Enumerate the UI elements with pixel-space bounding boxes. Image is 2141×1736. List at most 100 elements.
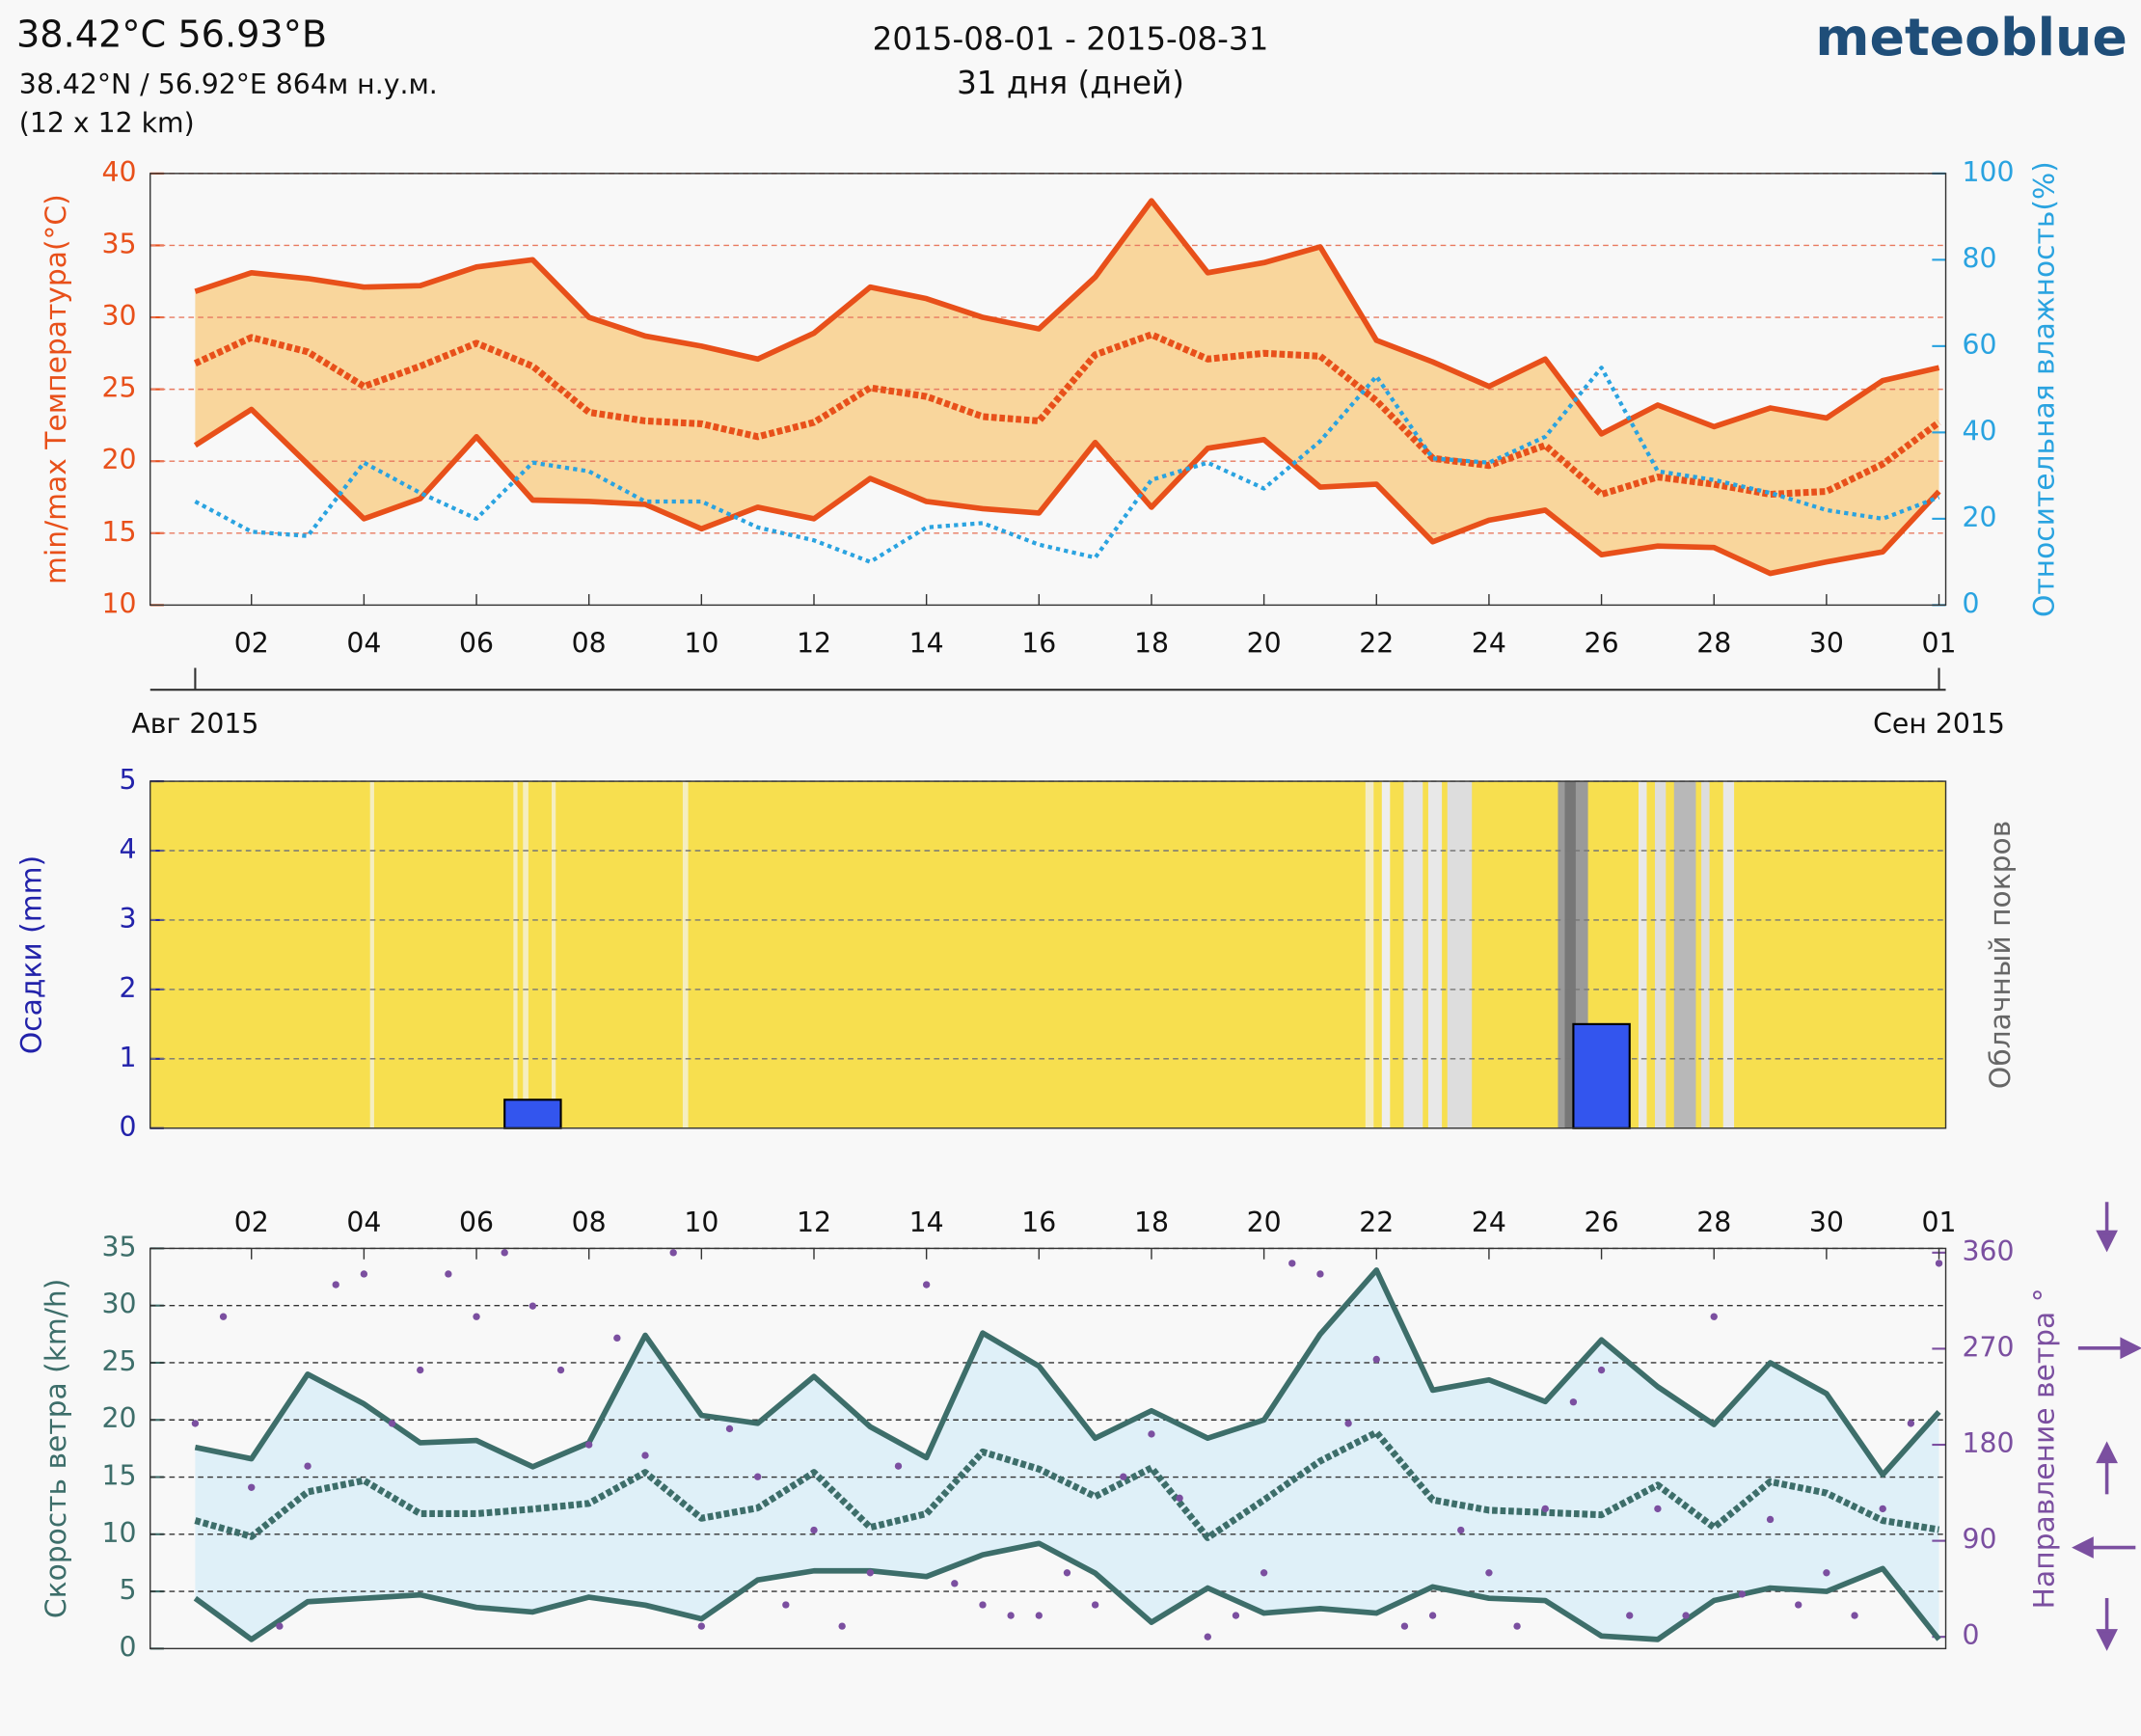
- direction-point: [1485, 1569, 1493, 1577]
- direction-point: [922, 1281, 931, 1288]
- y-tick-label: 20: [102, 444, 137, 475]
- y-tick-label: 30: [102, 300, 137, 332]
- direction-point: [1007, 1612, 1015, 1619]
- direction-point: [1795, 1601, 1802, 1609]
- y2-tick-label: 270: [1963, 1331, 2015, 1363]
- x-tick-label: 14: [909, 1207, 944, 1238]
- period: 2015-08-01 - 2015-08-31: [873, 20, 1269, 57]
- y-tick-label: 15: [102, 1460, 137, 1492]
- brand-logo: meteoblue: [1815, 7, 2127, 68]
- direction-point: [473, 1313, 480, 1320]
- y2-axis-title: Относительная влажность(%): [2027, 161, 2061, 617]
- days: 31 дня (дней): [957, 65, 1184, 101]
- x-tick-label: 01: [1922, 1207, 1957, 1238]
- series-line: [193, 406, 1941, 577]
- direction-point: [1907, 1420, 1915, 1427]
- x-tick-label: 16: [1021, 627, 1056, 659]
- series-line: [194, 1267, 1941, 1478]
- x-tick-label: 28: [1696, 1207, 1731, 1238]
- direction-point: [1626, 1612, 1634, 1619]
- direction-point: [219, 1313, 228, 1320]
- direction-point: [1428, 1612, 1437, 1619]
- x-tick-label: 30: [1809, 627, 1844, 659]
- x-tick-label: 12: [797, 1207, 831, 1238]
- y2-tick-label: 180: [1963, 1427, 2015, 1459]
- direction-point: [1176, 1494, 1183, 1503]
- direction-point: [1710, 1313, 1718, 1320]
- direction-point: [1513, 1622, 1521, 1630]
- x-tick-label: 24: [1472, 627, 1506, 659]
- y-tick-label: 0: [120, 1631, 137, 1663]
- y2-tick-label: 40: [1963, 415, 1997, 447]
- y2-tick-label: 20: [1963, 502, 1997, 533]
- direction-point: [1569, 1398, 1578, 1406]
- y-tick-label: 40: [102, 156, 137, 188]
- direction-point: [1035, 1612, 1043, 1619]
- direction-point: [641, 1451, 649, 1459]
- direction-point: [951, 1580, 959, 1587]
- direction-point: [866, 1569, 875, 1577]
- y-tick-label: 35: [102, 1231, 137, 1262]
- direction-point: [1597, 1366, 1606, 1374]
- y2-tick-label: 360: [1963, 1235, 2015, 1267]
- direction-point: [1260, 1569, 1268, 1577]
- x-tick-label: 20: [1247, 627, 1282, 659]
- x-tick-label: 18: [1134, 627, 1169, 659]
- y-tick-label: 5: [120, 764, 137, 796]
- location-title: 38.42°C 56.93°B: [16, 14, 327, 57]
- y2-tick-label: 90: [1963, 1524, 1997, 1556]
- direction-point: [332, 1281, 339, 1288]
- series-line: [194, 1428, 1940, 1541]
- x-tick-label: 26: [1585, 1207, 1619, 1238]
- direction-point: [1457, 1526, 1465, 1534]
- direction-point: [979, 1601, 987, 1609]
- y-axis-title: Скорость ветра (km/h): [40, 1279, 73, 1618]
- x-tick-label: 26: [1585, 627, 1619, 659]
- direction-point: [1344, 1420, 1352, 1427]
- direction-point: [1232, 1612, 1240, 1619]
- y-tick-label: 10: [102, 587, 137, 619]
- x-tick-label: 10: [684, 627, 718, 659]
- direction-point: [1879, 1505, 1886, 1513]
- direction-point: [528, 1302, 537, 1310]
- direction-point: [838, 1622, 846, 1630]
- direction-point: [782, 1601, 790, 1609]
- plot-frame: [149, 780, 1947, 1129]
- plot-frame: [149, 173, 1947, 607]
- x-tick-label: 14: [909, 627, 944, 659]
- direction-point: [894, 1462, 903, 1470]
- x-tick-label: 18: [1134, 1207, 1169, 1238]
- y-tick-label: 30: [102, 1288, 137, 1320]
- y-tick-label: 1: [120, 1042, 137, 1073]
- direction-point: [445, 1270, 452, 1278]
- x-tick-label: 22: [1359, 627, 1394, 659]
- direction-point: [556, 1366, 565, 1374]
- direction-point: [248, 1483, 256, 1491]
- direction-point: [1823, 1569, 1830, 1577]
- direction-point: [585, 1441, 593, 1449]
- direction-point: [1682, 1612, 1690, 1619]
- series-line: [194, 366, 1940, 564]
- direction-point: [1935, 1260, 1943, 1267]
- direction-point: [360, 1270, 368, 1278]
- range-fill: [195, 1269, 1939, 1640]
- y-tick-label: 4: [120, 833, 137, 865]
- y-tick-label: 2: [120, 972, 137, 1004]
- y2-tick-label: 0: [1963, 587, 1980, 619]
- direction-point: [1541, 1505, 1549, 1513]
- x-tick-label: 08: [572, 1207, 607, 1238]
- x-tick-label: 02: [234, 627, 269, 659]
- x-tick-label: 16: [1021, 1207, 1056, 1238]
- x-tick-label: 24: [1472, 1207, 1506, 1238]
- y-tick-label: 5: [120, 1574, 137, 1606]
- direction-point: [501, 1249, 508, 1257]
- x-tick-label: 01: [1922, 627, 1957, 659]
- direction-point: [1120, 1473, 1127, 1480]
- y-axis-title: min/max Температура(°C): [40, 194, 73, 584]
- y-tick-label: 15: [102, 516, 137, 548]
- direction-point: [1288, 1260, 1296, 1267]
- y2-axis-title: Направление ветра °: [2027, 1288, 2061, 1609]
- series-line: [193, 331, 1941, 499]
- y2-tick-label: 60: [1963, 329, 1997, 361]
